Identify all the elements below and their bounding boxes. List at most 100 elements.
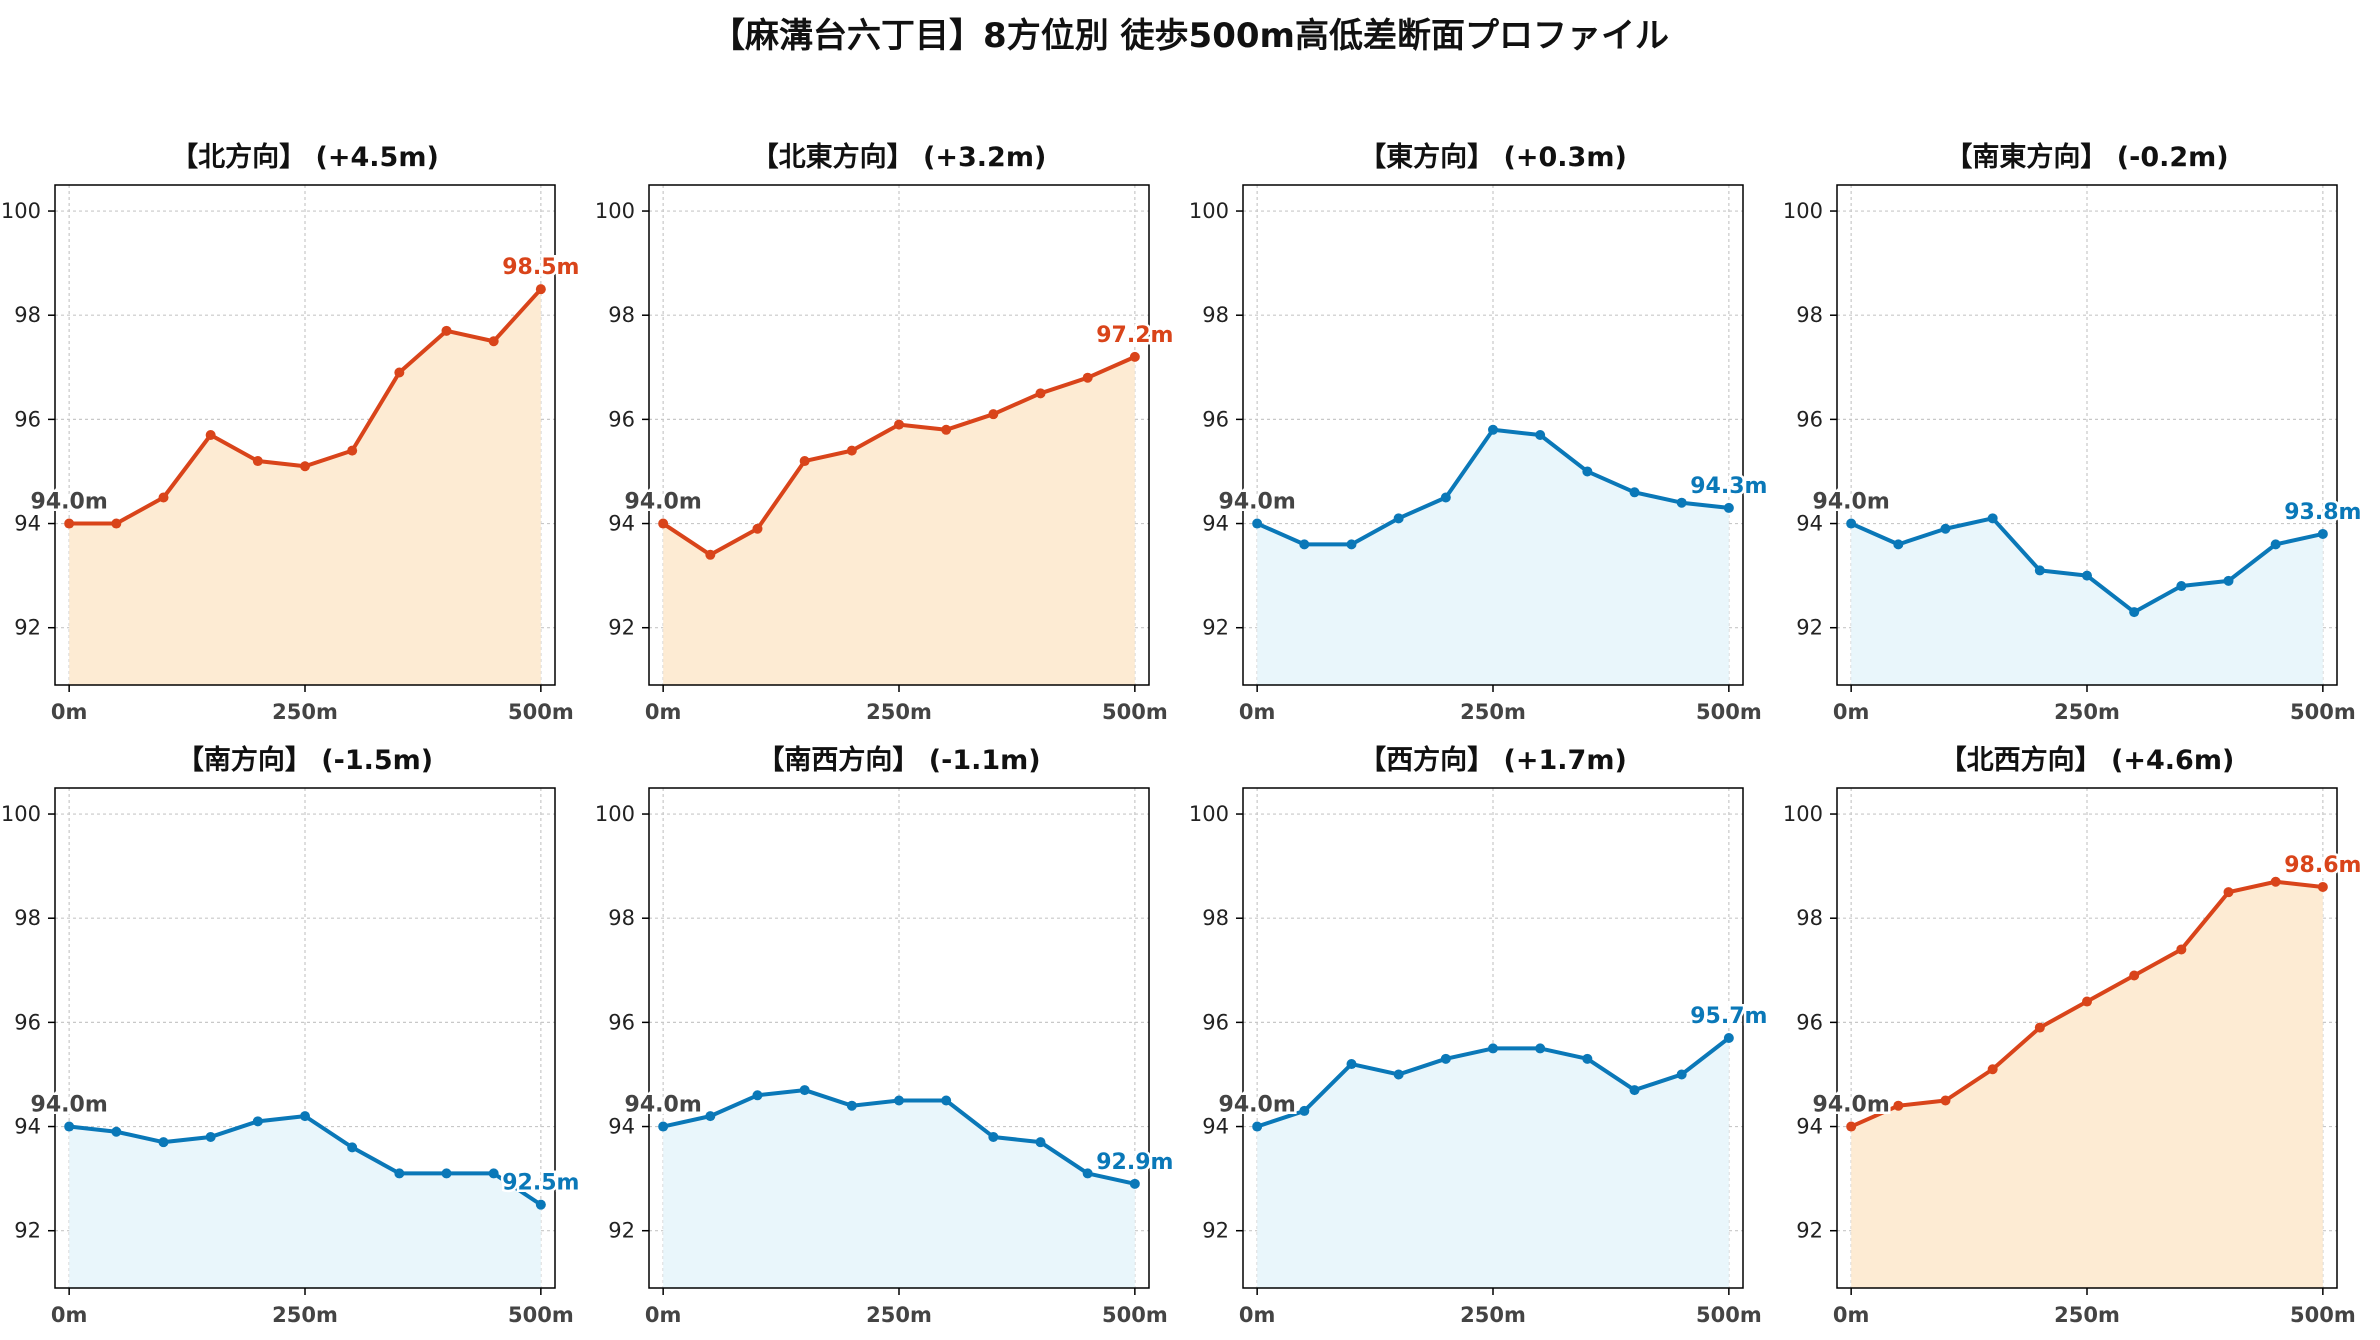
data-point [535,284,546,295]
y-tick-label: 94 [1796,1115,1823,1139]
elevation-chart: 0m 250m 500m 92 94 96 98 100 94.0m 98.6m [1783,787,2364,1327]
x-tick-label: 0m [1239,1303,1276,1327]
data-point [252,1116,263,1127]
y-tick-label: 96 [1796,1010,1823,1034]
x-tick-label: 500m [1102,1303,1168,1327]
x-tick-label: 500m [2290,1303,2356,1327]
y-tick-label: 100 [1783,802,1823,826]
x-tick-label: 0m [1833,1303,1870,1327]
data-point [1129,351,1140,362]
area-fill [1257,1038,1729,1288]
data-point [1082,1168,1093,1179]
data-point [799,456,810,467]
data-point [488,1168,499,1179]
y-tick-label: 94 [608,1115,635,1139]
x-tick-label: 250m [272,1303,338,1327]
data-point [799,1085,810,1096]
start-elevation-label: 94.0m [31,490,108,515]
y-tick-label: 100 [595,199,635,223]
end-elevation-label: 97.2m [1096,323,1173,348]
x-tick-label: 0m [645,700,682,724]
area-fill [69,289,541,685]
elevation-chart: 0m 250m 500m 92 94 96 98 100 94.0m 95.7m [1189,787,1770,1327]
y-tick-label: 98 [1796,303,1823,327]
end-elevation-label: 95.7m [1690,1004,1767,1029]
chart-title: 【北東方向】 (+3.2m) [751,142,1047,173]
data-point [1129,1178,1140,1189]
data-point [1893,539,1904,550]
chart-title: 【南西方向】 (-1.1m) [757,745,1041,776]
data-point [2034,565,2045,576]
x-tick-label: 500m [1696,700,1762,724]
x-tick-label: 250m [272,700,338,724]
y-tick-label: 94 [14,512,41,536]
elevation-chart: 0m 250m 500m 92 94 96 98 100 94.0m 97.2m [595,184,1176,724]
y-tick-label: 98 [608,906,635,930]
end-elevation-label: 94.3m [1690,474,1767,499]
end-elevation-label: 93.8m [2284,500,2361,525]
y-tick-label: 96 [1202,1010,1229,1034]
area-fill [663,1090,1135,1288]
data-point [1582,1053,1593,1064]
data-point [64,1121,75,1132]
y-tick-label: 94 [1796,512,1823,536]
y-tick-label: 94 [14,1115,41,1139]
data-point [441,325,452,336]
x-tick-label: 250m [866,700,932,724]
y-tick-label: 94 [1202,512,1229,536]
y-tick-label: 98 [1202,303,1229,327]
x-tick-label: 250m [866,1303,932,1327]
x-tick-label: 0m [645,1303,682,1327]
data-point [1723,502,1734,513]
data-point [1676,1069,1687,1080]
x-tick-label: 500m [1696,1303,1762,1327]
y-tick-label: 92 [1796,616,1823,640]
data-point [205,430,216,440]
data-point [64,518,75,529]
data-point [1535,1043,1546,1054]
x-tick-label: 500m [508,1303,574,1327]
data-point [347,445,358,456]
data-point [1940,1095,1951,1106]
data-point [158,1137,169,1148]
data-point [1252,518,1263,529]
y-tick-label: 92 [1202,616,1229,640]
data-point [2270,539,2281,550]
end-elevation-label: 92.9m [1096,1150,1173,1175]
end-elevation-label: 98.6m [2284,853,2361,878]
elevation-chart: 0m 250m 500m 92 94 96 98 100 94.0m 93.8m [1783,184,2364,724]
data-point [2223,887,2234,898]
y-tick-label: 96 [14,1010,41,1034]
start-elevation-label: 94.0m [625,1093,702,1118]
data-point [1987,513,1998,524]
y-tick-label: 98 [1796,906,1823,930]
data-point [1488,1043,1498,1054]
chart-title: 【北西方向】 (+4.6m) [1939,745,2235,776]
data-point [1676,497,1687,508]
data-point [2082,996,2092,1007]
data-point [111,1126,122,1137]
data-point [300,461,310,472]
data-point [1440,492,1451,503]
data-point [2176,581,2187,592]
data-point [658,1121,669,1132]
data-point [441,1168,452,1179]
data-point [158,492,169,503]
data-point [1346,1059,1357,1070]
data-point [2223,575,2234,586]
area-fill [1851,881,2323,1288]
y-tick-label: 92 [608,616,635,640]
data-point [705,1111,716,1122]
x-tick-label: 500m [1102,700,1168,724]
y-tick-label: 98 [608,303,635,327]
start-elevation-label: 94.0m [1219,490,1296,515]
x-tick-label: 250m [1460,1303,1526,1327]
chart-title: 【東方向】 (+0.3m) [1359,142,1627,173]
y-tick-label: 92 [1796,1219,1823,1243]
data-point [1940,523,1951,534]
y-tick-label: 100 [1189,802,1229,826]
data-point [1035,388,1046,399]
end-elevation-label: 92.5m [502,1171,579,1196]
y-tick-label: 92 [14,1219,41,1243]
x-tick-label: 0m [51,1303,87,1327]
